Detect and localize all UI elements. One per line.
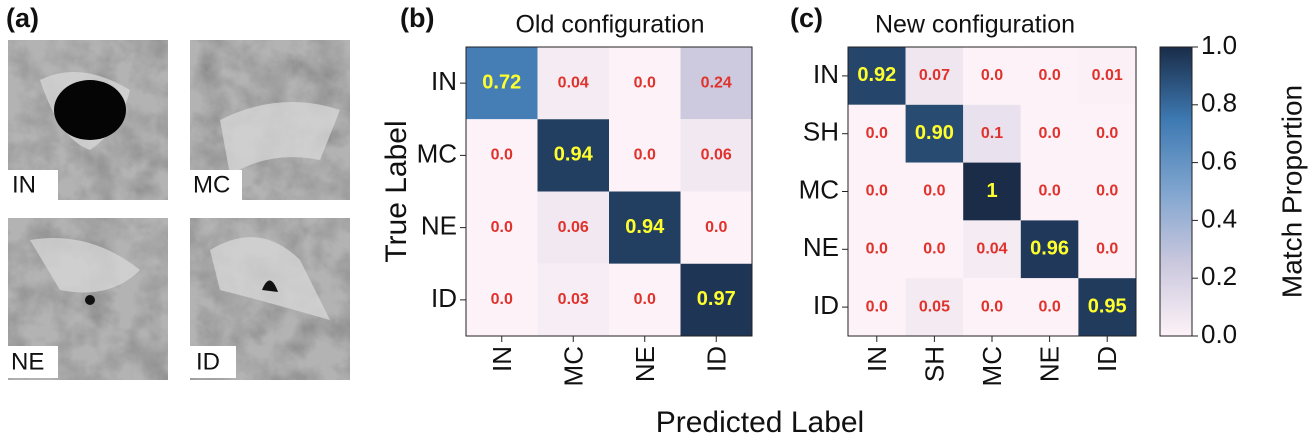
- colorbar-tick-label: 0.8: [1201, 88, 1237, 118]
- x-tick-label: SH: [919, 346, 949, 382]
- colorbar: [1160, 47, 1192, 336]
- sem-panel: (a) IN MC NE ID: [6, 3, 350, 380]
- cell-label: 0.0: [866, 183, 888, 200]
- cell-label: 0.0: [981, 298, 1003, 315]
- cell-label: 0.97: [697, 288, 736, 310]
- cell-label: 0.0: [1038, 125, 1060, 142]
- tile-label: NE: [11, 348, 44, 375]
- cell-label: 0.24: [701, 74, 732, 91]
- cell-label: 0.0: [923, 183, 945, 200]
- cell-label: 0.0: [491, 147, 513, 164]
- y-tick-label: NE: [421, 211, 457, 241]
- y-tick-label: MC: [417, 138, 457, 168]
- cell-label: 1: [986, 180, 997, 202]
- x-tick-label: ID: [1092, 346, 1122, 372]
- y-tick-label: IN: [813, 59, 839, 89]
- cell-label: 0.0: [923, 241, 945, 258]
- x-tick-label: NE: [630, 346, 660, 382]
- cell-label: 0.04: [558, 74, 589, 91]
- tile-label: ID: [196, 348, 220, 375]
- colorbar-tick-label: 0.4: [1201, 203, 1237, 233]
- cell-label: 0.03: [558, 291, 589, 308]
- x-tick-label: NE: [1035, 346, 1065, 382]
- cell-label: 0.07: [919, 67, 950, 84]
- cell-label: 0.95: [1088, 295, 1127, 317]
- panel-label: (a): [6, 3, 39, 33]
- chart-title: New configuration: [875, 11, 1075, 39]
- y-axis-label: True Label: [380, 120, 413, 262]
- cell-label: 0.0: [705, 219, 727, 236]
- cell-label: 0.0: [1038, 67, 1060, 84]
- cell-label: 0.04: [976, 241, 1007, 258]
- cell-label: 0.01: [1092, 67, 1123, 84]
- tile-label: IN: [12, 171, 36, 198]
- colorbar-tick-label: 0.0: [1201, 319, 1237, 349]
- x-tick-label: ID: [701, 346, 731, 372]
- cell-label: 0.0: [866, 241, 888, 258]
- cell-label: 0.0: [1038, 183, 1060, 200]
- x-tick-label: MC: [558, 346, 588, 386]
- cell-label: 0.05: [919, 298, 950, 315]
- y-tick-label: MC: [799, 174, 839, 204]
- cell-label: 0.0: [634, 147, 656, 164]
- cell-label: 0.0: [1096, 125, 1118, 142]
- y-tick-label: SH: [803, 117, 839, 147]
- x-tick-label: MC: [977, 346, 1007, 386]
- cell-label: 0.0: [866, 125, 888, 142]
- colorbar-tick-label: 0.2: [1201, 261, 1237, 291]
- cell-label: 0.94: [554, 144, 594, 166]
- cell-label: 0.72: [482, 71, 521, 93]
- panel-label: (c): [790, 3, 823, 33]
- y-tick-label: NE: [803, 232, 839, 262]
- panel-label: (b): [400, 3, 434, 33]
- colorbar-tick-label: 0.6: [1201, 145, 1237, 175]
- cell-label: 0.0: [1038, 298, 1060, 315]
- cell-label: 0.96: [1030, 238, 1069, 260]
- cell-label: 0.90: [915, 122, 954, 144]
- chart-title: Old configuration: [515, 11, 704, 39]
- cell-label: 0.0: [491, 219, 513, 236]
- sem-hole: [54, 80, 126, 140]
- figure: (a) IN MC NE ID Predicted Label (b) Old c…: [0, 0, 1314, 444]
- cell-label: 0.0: [866, 298, 888, 315]
- gap: [8, 200, 350, 218]
- colorbar-label: Match Proportion: [1276, 85, 1307, 298]
- cell-label: 0.94: [625, 216, 665, 238]
- colorbar-tick-label: 1.0: [1201, 30, 1237, 60]
- cell-label: 0.0: [981, 67, 1003, 84]
- cell-label: 0.0: [634, 291, 656, 308]
- y-tick-label: IN: [431, 66, 457, 96]
- x-tick-label: IN: [862, 346, 892, 372]
- cell-label: 0.0: [491, 291, 513, 308]
- cell-label: 0.0: [1096, 183, 1118, 200]
- y-tick-label: ID: [431, 283, 457, 313]
- x-tick-label: IN: [487, 346, 517, 372]
- cell-label: 0.1: [981, 125, 1003, 142]
- x-axis-label: Predicted Label: [656, 406, 864, 439]
- page: (a) IN MC NE ID Predicted Label (b) Old c…: [0, 0, 1314, 444]
- cell-label: 0.06: [558, 219, 589, 236]
- cell-label: 0.92: [857, 64, 896, 86]
- tile-label: MC: [193, 171, 230, 198]
- sem-pit: [85, 295, 95, 305]
- cell-label: 0.06: [701, 147, 732, 164]
- y-tick-label: ID: [813, 290, 839, 320]
- cell-label: 0.0: [1096, 241, 1118, 258]
- cell-label: 0.0: [634, 74, 656, 91]
